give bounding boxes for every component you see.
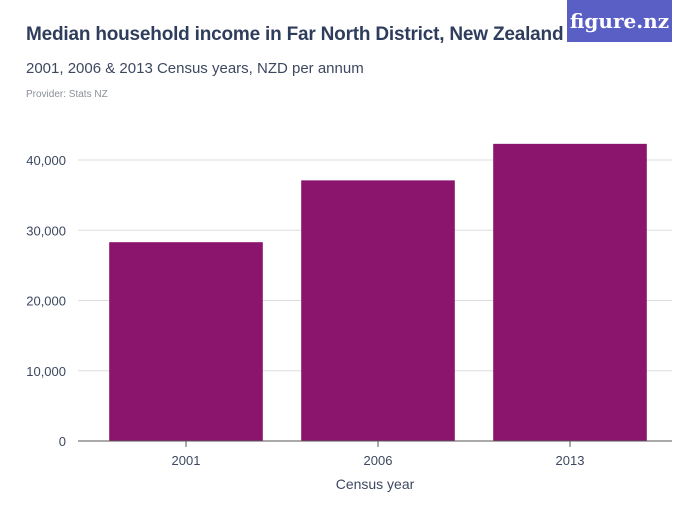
chart-title: Median household income in Far North Dis…: [26, 24, 564, 45]
x-axis-label: Census year: [336, 476, 415, 492]
bars: [109, 143, 647, 441]
y-tick-labels: 0 10,000 20,000 30,000 40,000: [26, 153, 66, 449]
x-tick-labels: 2001 2006 2013: [172, 441, 585, 468]
figure-nz-logo[interactable]: figure.nz: [567, 0, 672, 42]
chart-subtitle: 2001, 2006 & 2013 Census years, NZD per …: [26, 60, 364, 77]
x-tick-label: 2013: [556, 453, 585, 468]
bar-2001[interactable]: [109, 242, 263, 441]
y-tick-label: 30,000: [26, 223, 66, 238]
y-tick-label: 20,000: [26, 294, 66, 309]
data-provider: Provider: Stats NZ: [26, 89, 108, 100]
y-tick-label: 40,000: [26, 153, 66, 168]
x-tick-label: 2006: [364, 453, 393, 468]
x-tick-label: 2001: [172, 453, 201, 468]
y-tick-label: 10,000: [26, 364, 66, 379]
bar-2006[interactable]: [301, 180, 455, 441]
bar-2013[interactable]: [493, 143, 647, 441]
y-tick-label: 0: [59, 434, 66, 449]
